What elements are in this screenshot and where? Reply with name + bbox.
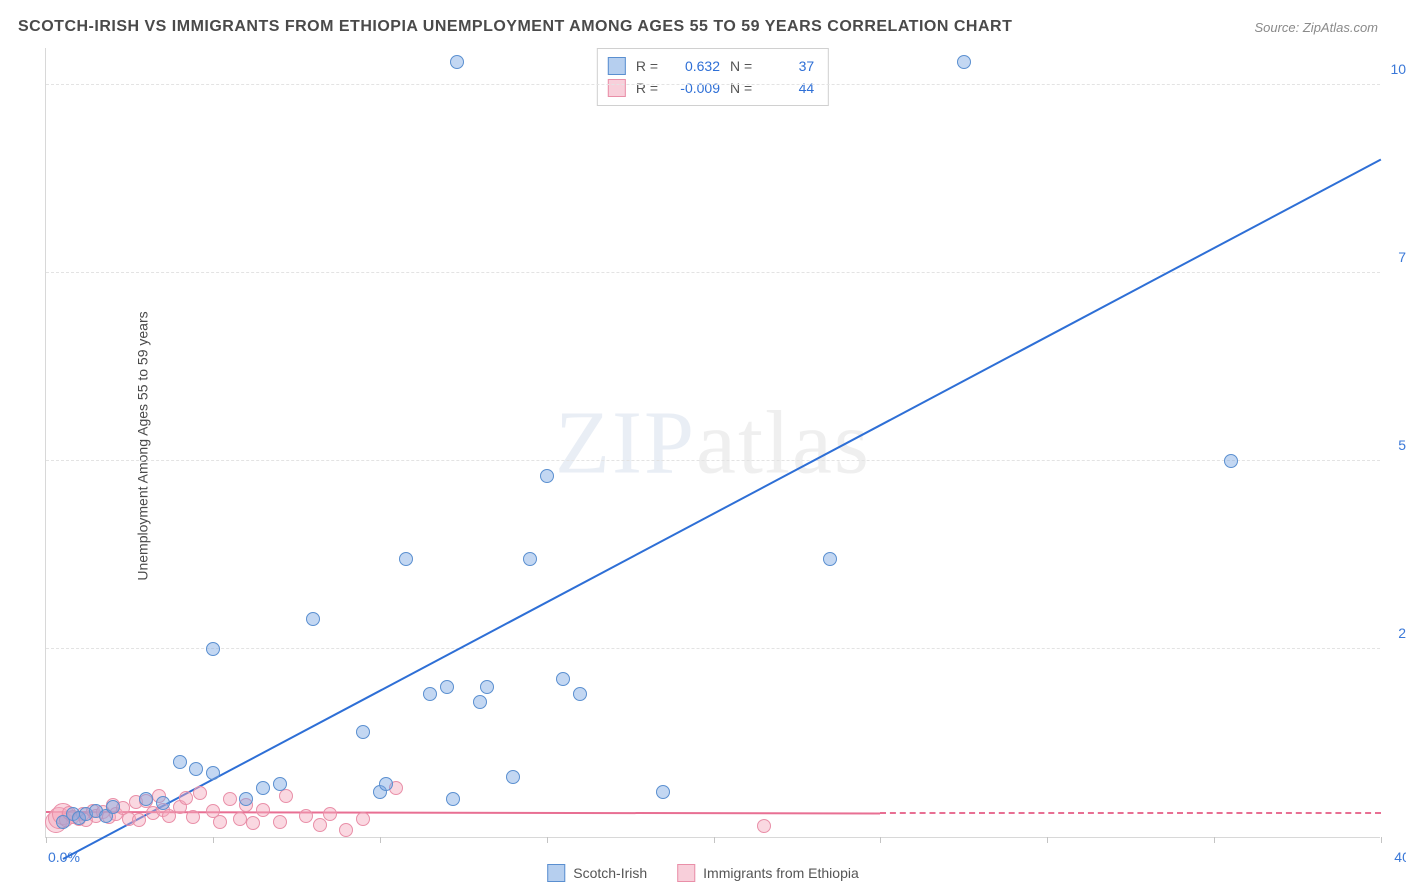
scatter-point (273, 815, 287, 829)
scatter-point (132, 813, 146, 827)
r-value-pink: -0.009 (668, 80, 720, 96)
scatter-point (480, 680, 494, 694)
scatter-point (339, 823, 353, 837)
n-value-blue: 37 (762, 58, 814, 74)
gridline (46, 460, 1380, 461)
scatter-point (273, 777, 287, 791)
swatch-blue (547, 864, 565, 882)
scatter-point (186, 810, 200, 824)
scatter-point (757, 819, 771, 833)
swatch-blue (608, 57, 626, 75)
scatter-point (423, 687, 437, 701)
watermark-zip: ZIP (555, 393, 696, 492)
scatter-point (506, 770, 520, 784)
ytick-label: 25.0% (1398, 625, 1406, 641)
xtick (1214, 837, 1215, 843)
correlation-stats-box: R = 0.632 N = 37 R = -0.009 N = 44 (597, 48, 829, 106)
scatter-point (523, 552, 537, 566)
scatter-point (106, 800, 120, 814)
scatter-point (139, 792, 153, 806)
scatter-point (279, 789, 293, 803)
scatter-point (823, 552, 837, 566)
scatter-point (450, 55, 464, 69)
scatter-point (573, 687, 587, 701)
plot-area: ZIPatlas R = 0.632 N = 37 R = -0.009 N =… (45, 48, 1380, 838)
swatch-pink (608, 79, 626, 97)
watermark: ZIPatlas (555, 391, 871, 494)
r-label: R = (636, 80, 658, 96)
trendline-blue (62, 158, 1381, 859)
scatter-point (356, 725, 370, 739)
scatter-point (206, 642, 220, 656)
swatch-pink (677, 864, 695, 882)
trendline-pink-extrapolated (880, 812, 1381, 814)
legend-item-blue: Scotch-Irish (547, 864, 647, 882)
gridline (46, 84, 1380, 85)
stats-row-pink: R = -0.009 N = 44 (608, 77, 814, 99)
xtick (1047, 837, 1048, 843)
scatter-point (156, 796, 170, 810)
scatter-point (223, 792, 237, 806)
scatter-point (473, 695, 487, 709)
scatter-point (179, 791, 193, 805)
scatter-point (193, 786, 207, 800)
r-label: R = (636, 58, 658, 74)
scatter-point (206, 766, 220, 780)
bottom-legend: Scotch-Irish Immigrants from Ethiopia (547, 864, 859, 882)
scatter-point (1224, 454, 1238, 468)
scatter-point (356, 812, 370, 826)
ytick-label: 50.0% (1398, 437, 1406, 453)
scatter-point (239, 792, 253, 806)
scatter-point (233, 812, 247, 826)
scatter-point (399, 552, 413, 566)
scatter-point (306, 612, 320, 626)
ytick-label: 100.0% (1391, 61, 1406, 77)
legend-label-blue: Scotch-Irish (573, 865, 647, 881)
ytick-label: 75.0% (1398, 249, 1406, 265)
legend-item-pink: Immigrants from Ethiopia (677, 864, 859, 882)
scatter-point (323, 807, 337, 821)
xtick (46, 837, 47, 843)
xtick (1381, 837, 1382, 843)
scatter-point (957, 55, 971, 69)
xtick (547, 837, 548, 843)
scatter-point (556, 672, 570, 686)
xtick (213, 837, 214, 843)
scatter-point (656, 785, 670, 799)
n-label: N = (730, 80, 752, 96)
gridline (46, 272, 1380, 273)
scatter-point (446, 792, 460, 806)
xtick (380, 837, 381, 843)
chart-title: SCOTCH-IRISH VS IMMIGRANTS FROM ETHIOPIA… (18, 18, 1012, 36)
xtick-label-max: 40.0% (1394, 849, 1406, 865)
xtick (880, 837, 881, 843)
scatter-point (256, 803, 270, 817)
scatter-point (540, 469, 554, 483)
scatter-point (173, 755, 187, 769)
scatter-point (299, 809, 313, 823)
legend-label-pink: Immigrants from Ethiopia (703, 865, 859, 881)
scatter-point (379, 777, 393, 791)
xtick (714, 837, 715, 843)
scatter-point (256, 781, 270, 795)
n-label: N = (730, 58, 752, 74)
r-value-blue: 0.632 (668, 58, 720, 74)
source-label: Source: ZipAtlas.com (1254, 20, 1378, 35)
scatter-point (189, 762, 203, 776)
n-value-pink: 44 (762, 80, 814, 96)
gridline (46, 648, 1380, 649)
scatter-point (213, 815, 227, 829)
scatter-point (246, 816, 260, 830)
scatter-point (440, 680, 454, 694)
stats-row-blue: R = 0.632 N = 37 (608, 55, 814, 77)
